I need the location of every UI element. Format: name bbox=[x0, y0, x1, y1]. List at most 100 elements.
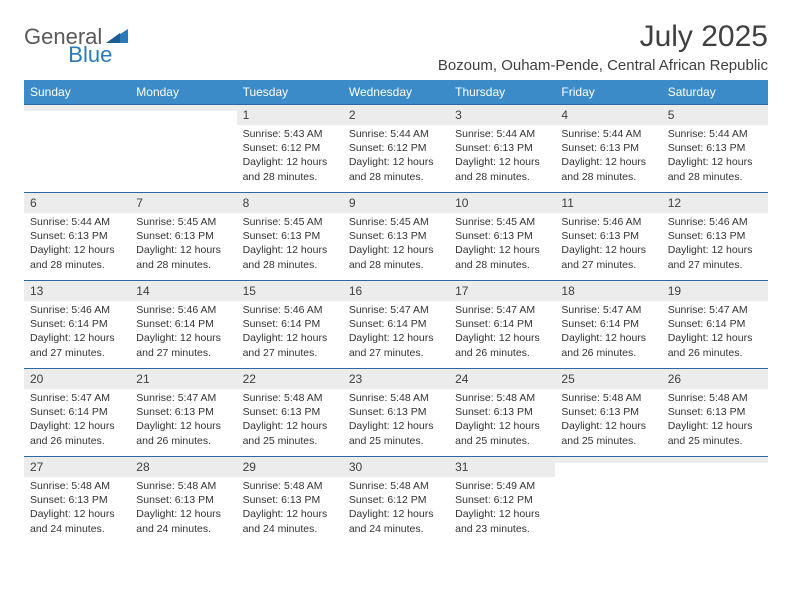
calendar-day-cell: 19Sunrise: 5:47 AMSunset: 6:14 PMDayligh… bbox=[662, 280, 768, 368]
calendar-day-cell: 17Sunrise: 5:47 AMSunset: 6:14 PMDayligh… bbox=[449, 280, 555, 368]
day-details: Sunrise: 5:44 AMSunset: 6:13 PMDaylight:… bbox=[555, 125, 661, 188]
day-details: Sunrise: 5:48 AMSunset: 6:13 PMDaylight:… bbox=[343, 389, 449, 452]
day-details: Sunrise: 5:47 AMSunset: 6:14 PMDaylight:… bbox=[662, 301, 768, 364]
day-number: 16 bbox=[343, 281, 449, 301]
day-number: 28 bbox=[130, 457, 236, 477]
day-details: Sunrise: 5:44 AMSunset: 6:13 PMDaylight:… bbox=[449, 125, 555, 188]
calendar-day-cell: 13Sunrise: 5:46 AMSunset: 6:14 PMDayligh… bbox=[24, 280, 130, 368]
calendar-day-cell: 23Sunrise: 5:48 AMSunset: 6:13 PMDayligh… bbox=[343, 368, 449, 456]
day-number: 21 bbox=[130, 369, 236, 389]
calendar-week-row: 6Sunrise: 5:44 AMSunset: 6:13 PMDaylight… bbox=[24, 192, 768, 280]
day-number: 5 bbox=[662, 105, 768, 125]
calendar-day-cell: 22Sunrise: 5:48 AMSunset: 6:13 PMDayligh… bbox=[237, 368, 343, 456]
calendar-week-row: 20Sunrise: 5:47 AMSunset: 6:14 PMDayligh… bbox=[24, 368, 768, 456]
calendar-week-row: 13Sunrise: 5:46 AMSunset: 6:14 PMDayligh… bbox=[24, 280, 768, 368]
day-details: Sunrise: 5:48 AMSunset: 6:13 PMDaylight:… bbox=[237, 389, 343, 452]
title-block: July 2025 Bozoum, Ouham-Pende, Central A… bbox=[438, 20, 768, 74]
brand-logo: General Blue bbox=[24, 20, 176, 50]
day-number: 26 bbox=[662, 369, 768, 389]
day-details: Sunrise: 5:48 AMSunset: 6:13 PMDaylight:… bbox=[237, 477, 343, 540]
calendar-day-cell: 10Sunrise: 5:45 AMSunset: 6:13 PMDayligh… bbox=[449, 192, 555, 280]
day-details: Sunrise: 5:44 AMSunset: 6:12 PMDaylight:… bbox=[343, 125, 449, 188]
calendar-day-cell: 9Sunrise: 5:45 AMSunset: 6:13 PMDaylight… bbox=[343, 192, 449, 280]
calendar-day-cell bbox=[555, 456, 661, 544]
day-details: Sunrise: 5:44 AMSunset: 6:13 PMDaylight:… bbox=[24, 213, 130, 276]
day-details: Sunrise: 5:48 AMSunset: 6:13 PMDaylight:… bbox=[24, 477, 130, 540]
weekday-header: Sunday bbox=[24, 80, 130, 104]
calendar-day-cell: 31Sunrise: 5:49 AMSunset: 6:12 PMDayligh… bbox=[449, 456, 555, 544]
day-details: Sunrise: 5:45 AMSunset: 6:13 PMDaylight:… bbox=[130, 213, 236, 276]
calendar-day-cell: 1Sunrise: 5:43 AMSunset: 6:12 PMDaylight… bbox=[237, 104, 343, 192]
calendar-day-cell bbox=[130, 104, 236, 192]
calendar-day-cell: 2Sunrise: 5:44 AMSunset: 6:12 PMDaylight… bbox=[343, 104, 449, 192]
day-details: Sunrise: 5:46 AMSunset: 6:14 PMDaylight:… bbox=[130, 301, 236, 364]
day-details: Sunrise: 5:48 AMSunset: 6:13 PMDaylight:… bbox=[555, 389, 661, 452]
calendar-week-row: 27Sunrise: 5:48 AMSunset: 6:13 PMDayligh… bbox=[24, 456, 768, 544]
day-number: 11 bbox=[555, 193, 661, 213]
weekday-header: Saturday bbox=[662, 80, 768, 104]
calendar-day-cell: 25Sunrise: 5:48 AMSunset: 6:13 PMDayligh… bbox=[555, 368, 661, 456]
day-number: 29 bbox=[237, 457, 343, 477]
day-number: 1 bbox=[237, 105, 343, 125]
calendar-day-cell: 14Sunrise: 5:46 AMSunset: 6:14 PMDayligh… bbox=[130, 280, 236, 368]
day-details: Sunrise: 5:48 AMSunset: 6:13 PMDaylight:… bbox=[449, 389, 555, 452]
calendar-day-cell: 11Sunrise: 5:46 AMSunset: 6:13 PMDayligh… bbox=[555, 192, 661, 280]
day-number: 17 bbox=[449, 281, 555, 301]
day-number: 2 bbox=[343, 105, 449, 125]
day-number: 12 bbox=[662, 193, 768, 213]
weekday-header-row: SundayMondayTuesdayWednesdayThursdayFrid… bbox=[24, 80, 768, 104]
weekday-header: Thursday bbox=[449, 80, 555, 104]
day-details: Sunrise: 5:47 AMSunset: 6:14 PMDaylight:… bbox=[343, 301, 449, 364]
day-number: 3 bbox=[449, 105, 555, 125]
day-number: 19 bbox=[662, 281, 768, 301]
day-number: 9 bbox=[343, 193, 449, 213]
calendar-day-cell: 15Sunrise: 5:46 AMSunset: 6:14 PMDayligh… bbox=[237, 280, 343, 368]
day-details: Sunrise: 5:46 AMSunset: 6:14 PMDaylight:… bbox=[24, 301, 130, 364]
calendar-day-cell: 4Sunrise: 5:44 AMSunset: 6:13 PMDaylight… bbox=[555, 104, 661, 192]
calendar-day-cell: 16Sunrise: 5:47 AMSunset: 6:14 PMDayligh… bbox=[343, 280, 449, 368]
calendar-day-cell: 26Sunrise: 5:48 AMSunset: 6:13 PMDayligh… bbox=[662, 368, 768, 456]
calendar-day-cell: 20Sunrise: 5:47 AMSunset: 6:14 PMDayligh… bbox=[24, 368, 130, 456]
calendar-day-cell: 8Sunrise: 5:45 AMSunset: 6:13 PMDaylight… bbox=[237, 192, 343, 280]
day-details: Sunrise: 5:48 AMSunset: 6:12 PMDaylight:… bbox=[343, 477, 449, 540]
day-number: 13 bbox=[24, 281, 130, 301]
calendar-body: 1Sunrise: 5:43 AMSunset: 6:12 PMDaylight… bbox=[24, 104, 768, 544]
day-number: 4 bbox=[555, 105, 661, 125]
day-number: 24 bbox=[449, 369, 555, 389]
day-details: Sunrise: 5:49 AMSunset: 6:12 PMDaylight:… bbox=[449, 477, 555, 540]
calendar-table: SundayMondayTuesdayWednesdayThursdayFrid… bbox=[24, 80, 768, 544]
day-number: 22 bbox=[237, 369, 343, 389]
day-number: 8 bbox=[237, 193, 343, 213]
day-number: 27 bbox=[24, 457, 130, 477]
page-header: General Blue July 2025 Bozoum, Ouham-Pen… bbox=[24, 20, 768, 74]
day-number: 14 bbox=[130, 281, 236, 301]
day-details: Sunrise: 5:45 AMSunset: 6:13 PMDaylight:… bbox=[237, 213, 343, 276]
weekday-header: Tuesday bbox=[237, 80, 343, 104]
calendar-day-cell: 7Sunrise: 5:45 AMSunset: 6:13 PMDaylight… bbox=[130, 192, 236, 280]
weekday-header: Wednesday bbox=[343, 80, 449, 104]
day-number: 15 bbox=[237, 281, 343, 301]
calendar-day-cell: 18Sunrise: 5:47 AMSunset: 6:14 PMDayligh… bbox=[555, 280, 661, 368]
day-details: Sunrise: 5:43 AMSunset: 6:12 PMDaylight:… bbox=[237, 125, 343, 188]
day-details: Sunrise: 5:45 AMSunset: 6:13 PMDaylight:… bbox=[343, 213, 449, 276]
calendar-day-cell bbox=[24, 104, 130, 192]
calendar-day-cell: 12Sunrise: 5:46 AMSunset: 6:13 PMDayligh… bbox=[662, 192, 768, 280]
day-number: 18 bbox=[555, 281, 661, 301]
calendar-day-cell: 24Sunrise: 5:48 AMSunset: 6:13 PMDayligh… bbox=[449, 368, 555, 456]
day-number: 25 bbox=[555, 369, 661, 389]
day-number: 6 bbox=[24, 193, 130, 213]
day-details: Sunrise: 5:48 AMSunset: 6:13 PMDaylight:… bbox=[662, 389, 768, 452]
calendar-day-cell: 29Sunrise: 5:48 AMSunset: 6:13 PMDayligh… bbox=[237, 456, 343, 544]
calendar-week-row: 1Sunrise: 5:43 AMSunset: 6:12 PMDaylight… bbox=[24, 104, 768, 192]
calendar-day-cell: 30Sunrise: 5:48 AMSunset: 6:12 PMDayligh… bbox=[343, 456, 449, 544]
day-number: 31 bbox=[449, 457, 555, 477]
day-details: Sunrise: 5:46 AMSunset: 6:14 PMDaylight:… bbox=[237, 301, 343, 364]
weekday-header: Friday bbox=[555, 80, 661, 104]
day-details: Sunrise: 5:46 AMSunset: 6:13 PMDaylight:… bbox=[555, 213, 661, 276]
day-number: 23 bbox=[343, 369, 449, 389]
calendar-day-cell: 28Sunrise: 5:48 AMSunset: 6:13 PMDayligh… bbox=[130, 456, 236, 544]
weekday-header: Monday bbox=[130, 80, 236, 104]
day-details: Sunrise: 5:47 AMSunset: 6:14 PMDaylight:… bbox=[449, 301, 555, 364]
calendar-day-cell: 21Sunrise: 5:47 AMSunset: 6:13 PMDayligh… bbox=[130, 368, 236, 456]
month-title: July 2025 bbox=[438, 20, 768, 53]
